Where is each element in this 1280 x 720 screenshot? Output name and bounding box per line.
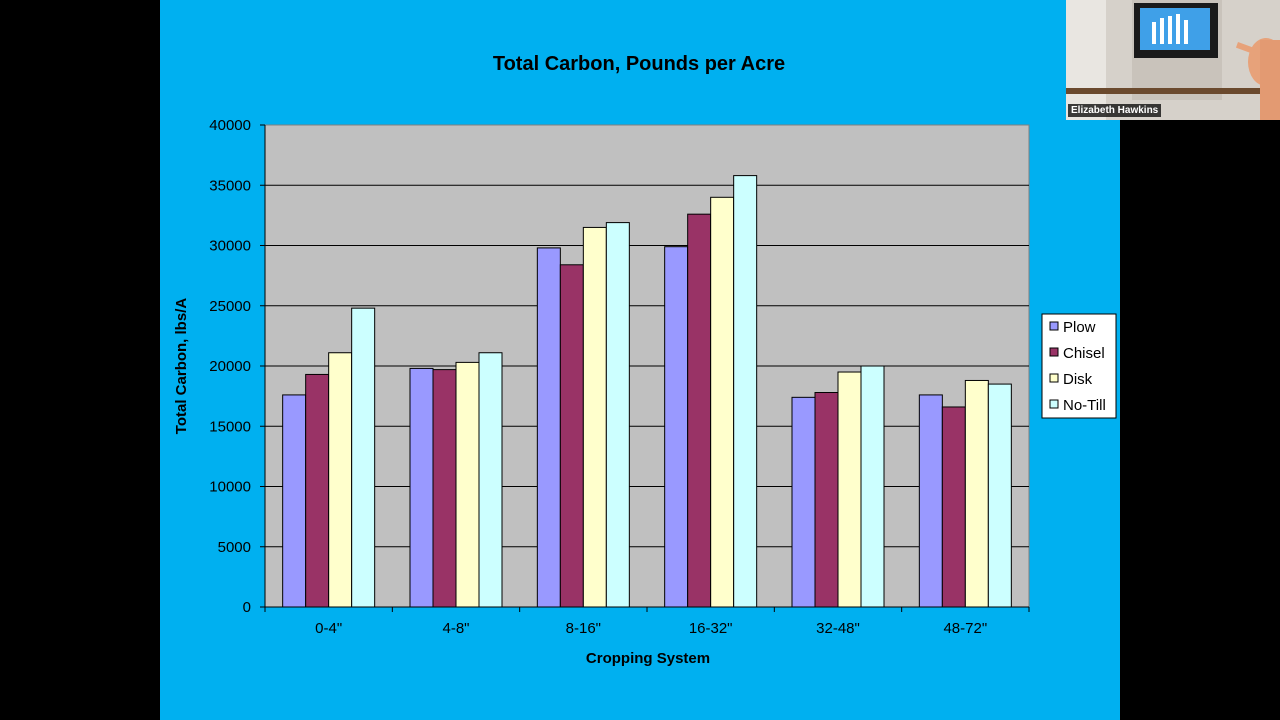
bar-chart: Total Carbon, Pounds per Acre 0 5000 10000… xyxy=(173,53,1117,667)
bar-disk-2 xyxy=(582,226,607,608)
bar-disk-3 xyxy=(710,196,735,608)
x-tick-label: 48-72" xyxy=(943,620,987,637)
bar-plow-0 xyxy=(282,394,307,608)
bar-disk-4 xyxy=(837,371,862,608)
bar-plow-5 xyxy=(918,394,943,608)
bar-no-till-4 xyxy=(860,365,885,608)
x-tick-label: 16-32" xyxy=(689,620,733,637)
y-tick-label: 10000 xyxy=(209,479,251,496)
legend-swatch-disk xyxy=(1049,373,1059,383)
bar-disk-1 xyxy=(455,361,480,608)
bar-no-till-2 xyxy=(605,222,630,608)
bar-chisel-3 xyxy=(687,213,712,608)
bar-plow-2 xyxy=(536,247,561,608)
bar-no-till-3 xyxy=(733,175,758,608)
x-tick-label: 8-16" xyxy=(566,620,601,637)
y-tick-label: 5000 xyxy=(218,539,251,556)
bar-disk-5 xyxy=(964,379,989,608)
bar-chisel-2 xyxy=(559,264,584,608)
x-axis-ticks: 0-4" 4-8" 8-16" 16-32" 32-48" 48-72" xyxy=(264,607,1030,637)
presentation-slide: Total Carbon, Pounds per Acre 0 5000 10000… xyxy=(160,0,1120,720)
participant-video-tile[interactable]: Elizabeth Hawkins xyxy=(1066,0,1280,120)
y-axis-title: Total Carbon, lbs/A xyxy=(173,298,190,435)
bar-plow-1 xyxy=(409,367,434,608)
legend-label-no-till: No-Till xyxy=(1063,397,1106,414)
bar-chisel-0 xyxy=(305,373,330,608)
bars xyxy=(282,175,1012,608)
y-tick-label: 15000 xyxy=(209,418,251,435)
legend: Plow Chisel Disk No-Till xyxy=(1041,313,1117,419)
legend-swatch-chisel xyxy=(1049,347,1059,357)
legend-label-plow: Plow xyxy=(1063,319,1096,336)
legend-label-chisel: Chisel xyxy=(1063,345,1105,362)
y-axis-ticks: 0 5000 10000 15000 20000 25000 30000 35000 40000 xyxy=(209,117,265,616)
bar-plow-3 xyxy=(664,246,689,608)
x-tick-label: 0-4" xyxy=(315,620,342,637)
bar-chisel-1 xyxy=(432,369,457,608)
legend-swatch-plow xyxy=(1049,321,1059,331)
y-tick-label: 30000 xyxy=(209,238,251,255)
y-tick-label: 35000 xyxy=(209,177,251,194)
x-tick-label: 32-48" xyxy=(816,620,860,637)
bar-no-till-5 xyxy=(987,383,1012,608)
participant-video-feed xyxy=(1066,0,1280,120)
chart-title: Total Carbon, Pounds per Acre xyxy=(493,53,785,75)
bar-chisel-4 xyxy=(814,392,839,608)
y-tick-label: 0 xyxy=(243,599,251,616)
gridlines xyxy=(265,184,1029,548)
y-tick-label: 20000 xyxy=(209,358,251,375)
x-axis-title: Cropping System xyxy=(586,650,710,667)
legend-swatch-no-till xyxy=(1049,399,1059,409)
bar-chisel-5 xyxy=(941,406,966,608)
bar-disk-0 xyxy=(328,352,353,608)
y-tick-label: 40000 xyxy=(209,117,251,134)
bar-no-till-1 xyxy=(478,352,503,608)
y-tick-label: 25000 xyxy=(209,298,251,315)
legend-label-disk: Disk xyxy=(1063,371,1093,388)
participant-name: Elizabeth Hawkins xyxy=(1068,104,1162,117)
bar-plow-4 xyxy=(791,396,816,608)
x-tick-label: 4-8" xyxy=(442,620,469,637)
bar-no-till-0 xyxy=(351,307,376,608)
